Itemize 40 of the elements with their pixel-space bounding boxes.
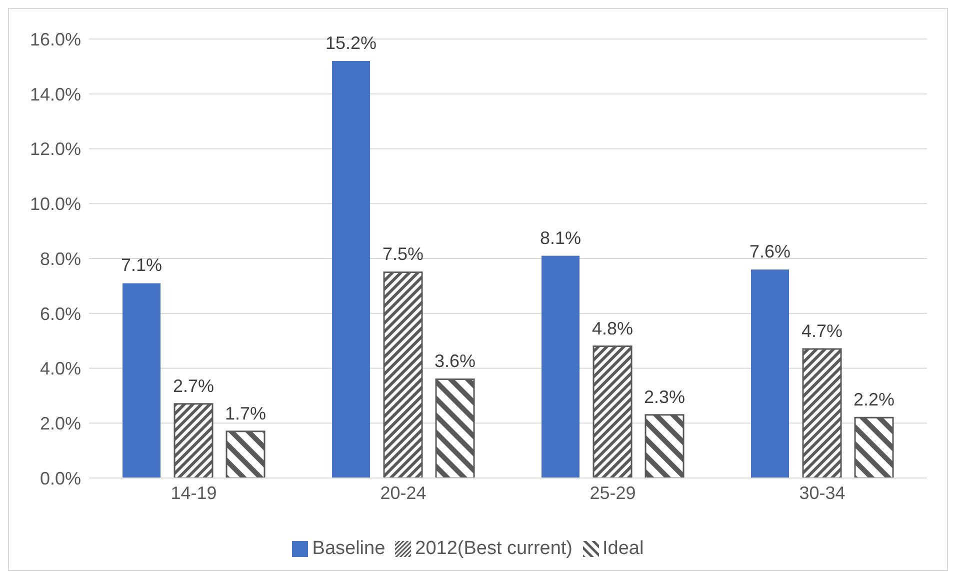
data-label: 1.7%: [225, 403, 266, 424]
bar: [435, 378, 475, 478]
x-tick-label: 20-24: [380, 482, 426, 503]
x-tick-label: 25-29: [590, 482, 636, 503]
data-label: 2.2%: [854, 390, 895, 410]
y-tick-label: 14.0%: [30, 84, 81, 104]
y-tick-label: 10.0%: [30, 194, 81, 214]
bar: [644, 414, 684, 478]
legend-label: Baseline: [312, 538, 386, 559]
bar: [122, 283, 161, 478]
x-tick-label: 14-19: [170, 482, 217, 503]
data-label: 2.7%: [173, 376, 214, 396]
legend-label: 2012(Best current): [415, 538, 573, 559]
y-tick-label: 4.0%: [40, 358, 81, 379]
bar: [383, 271, 423, 478]
data-label: 7.5%: [382, 244, 424, 264]
data-label: 8.1%: [540, 228, 582, 248]
x-tick-label: 30-34: [799, 482, 846, 503]
bar: [751, 269, 790, 478]
bar: [592, 346, 632, 478]
data-label: 3.6%: [434, 351, 476, 372]
data-label: 7.6%: [750, 241, 791, 262]
data-label: 7.1%: [121, 255, 162, 276]
data-label: 2.3%: [644, 386, 686, 407]
y-tick-label: 12.0%: [30, 139, 81, 160]
y-tick-label: 0.0%: [40, 468, 81, 488]
legend-label: Ideal: [602, 538, 644, 559]
y-tick-label: 16.0%: [30, 29, 81, 50]
data-label: 4.7%: [802, 321, 843, 342]
bar: [226, 430, 266, 478]
bar: [174, 403, 214, 478]
y-tick-label: 2.0%: [40, 414, 81, 434]
data-label: 4.8%: [592, 318, 634, 338]
bar: [802, 348, 842, 478]
bar: [854, 416, 894, 478]
bar: [542, 256, 580, 478]
y-tick-label: 8.0%: [40, 248, 81, 269]
data-label: 15.2%: [325, 32, 377, 53]
y-tick-label: 6.0%: [40, 304, 81, 324]
bar: [332, 60, 370, 478]
